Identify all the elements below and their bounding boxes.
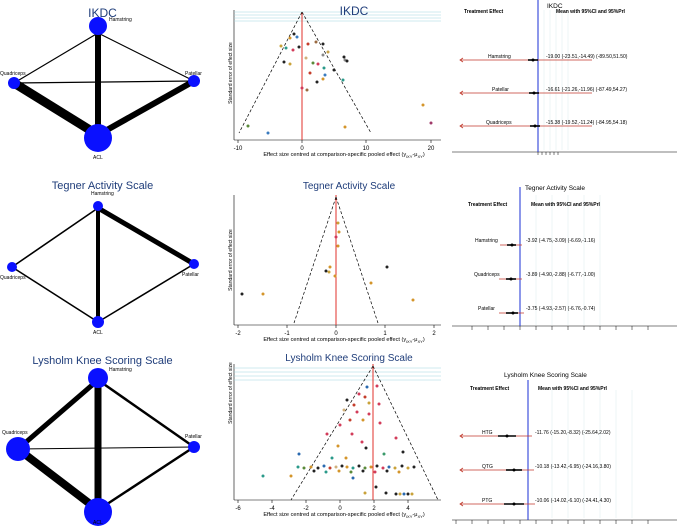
- tegner-forest-header-right: Mean with 95%CI and 95%PrI: [531, 202, 600, 208]
- tegner-forest-panel: Tegner Activity Scale Treatment Effect M…: [452, 175, 677, 350]
- tegner-row-value-1: -3.92 (-4.75,-3.09) (-6.69,-1.16): [526, 238, 596, 244]
- lysholm-funnel-panel: Lysholm Knee Scoring Scale: [226, 350, 452, 527]
- tegner-funnel-panel: Tegner Activity Scale -2 -1 0 1 2 Standa…: [226, 175, 452, 350]
- svg-text:-10: -10: [234, 146, 243, 152]
- lysholm-funnel-title: Lysholm Knee Scoring Scale: [285, 353, 413, 364]
- tegner-row-value-3: -3.75 (-4.93,-2.57) (-6.76,-0.74): [526, 306, 596, 312]
- svg-text:4: 4: [406, 506, 410, 512]
- lysholm-network-panel: Lysholm Knee Scoring Scale Hamstring Qua…: [0, 350, 220, 527]
- label-acl: ACL: [93, 520, 103, 526]
- lysholm-funnel-ylabel: Standard error of effect size: [228, 362, 234, 424]
- svg-text:2: 2: [432, 331, 436, 337]
- ikdc-funnel-xlabel: Effect size centred at comparison-specif…: [263, 152, 425, 160]
- tegner-forest-title: Tegner Activity Scale: [525, 185, 585, 192]
- ikdc-forest-panel: IKDC Treatment Effect Mean with 95%CI an…: [452, 0, 677, 155]
- label-patellar: Patellar: [182, 272, 199, 278]
- tegner-row-label-2: Quadriceps: [474, 272, 500, 278]
- label-hamstring: Hamstring: [91, 191, 114, 197]
- svg-text:10: 10: [363, 146, 370, 152]
- ikdc-forest-header-right: Mean with 95%CI and 95%PrI: [556, 9, 625, 15]
- node-patellar: [188, 75, 200, 87]
- ikdc-forest-title: IKDC: [547, 3, 563, 10]
- lysholm-forest-panel: Lysholm Knee Scoring Scale Treatment Eff…: [452, 350, 677, 527]
- tegner-row-value-2: -3.89 (-4.90,-2.88) (-6.77,-1.00): [526, 272, 596, 278]
- tegner-row-label-3: Patellar: [478, 306, 495, 312]
- node-acl: [84, 124, 112, 152]
- label-patellar: Patellar: [185, 434, 202, 440]
- tegner-funnel-ylabel: Standard error of effect size: [228, 229, 234, 291]
- lysholm-row-value-2: -10.18 (-13.42,-6.95) (-24.16,3.80): [535, 464, 611, 470]
- label-acl: ACL: [93, 330, 103, 336]
- lysholm-row-label-1: HTG: [482, 430, 493, 436]
- tegner-network-title: Tegner Activity Scale: [51, 180, 154, 192]
- ikdc-row-value-2: -16.61 (-21.26,-11.96) (-87.49,54.27): [546, 87, 628, 93]
- svg-text:-2: -2: [303, 506, 309, 512]
- lysholm-forest-header-right: Mean with 95%CI and 95%PrI: [538, 386, 607, 392]
- lysholm-row-label-3: PTG: [482, 498, 493, 504]
- label-hamstring: Hamstring: [109, 367, 132, 373]
- svg-text:20: 20: [428, 146, 435, 152]
- svg-text:-2: -2: [235, 331, 241, 337]
- ikdc-funnel-panel: IKDC -10 0 10 20 Stand: [226, 0, 452, 175]
- label-hamstring: Hamstring: [109, 17, 132, 23]
- svg-text:-6: -6: [235, 506, 241, 512]
- ikdc-row-label-3: Quadriceps: [486, 120, 512, 126]
- svg-text:1: 1: [383, 331, 387, 337]
- lysholm-forest-title: Lysholm Knee Scoring Scale: [504, 372, 587, 379]
- ikdc-row-value-3: -15.38 (-19.52,-11.24) (-84.95,54.18): [546, 120, 628, 126]
- tegner-funnel-title: Tegner Activity Scale: [302, 181, 396, 192]
- lysholm-row-label-2: QTG: [482, 464, 493, 470]
- lysholm-row-value-1: -11.76 (-15.20,-8.32) (-25.64,2.02): [535, 430, 611, 436]
- ikdc-funnel-ylabel: Standard error of effect size: [228, 42, 234, 104]
- tegner-row-label-1: Hamstring: [475, 238, 498, 244]
- svg-text:-4: -4: [269, 506, 275, 512]
- svg-text:0: 0: [338, 506, 342, 512]
- svg-text:2: 2: [372, 506, 376, 512]
- ikdc-network-graph: [8, 17, 200, 152]
- label-quadriceps: Quadriceps: [0, 275, 26, 281]
- svg-text:0: 0: [334, 331, 338, 337]
- tegner-funnel-xlabel: Effect size centred at comparison-specif…: [263, 337, 425, 345]
- ikdc-row-label-2: Patellar: [492, 87, 509, 93]
- ikdc-row-label-1: Hamstring: [488, 54, 511, 60]
- lysholm-funnel-xlabel: Effect size centred at comparison-specif…: [263, 512, 425, 520]
- label-acl: ACL: [93, 155, 103, 161]
- lysholm-row-value-3: -10.06 (-14.02,-6.10) (-24.41,4.30): [535, 498, 611, 504]
- tegner-forest-header-left: Treatment Effect: [468, 202, 508, 208]
- svg-text:-1: -1: [284, 331, 290, 337]
- svg-text:0: 0: [300, 146, 304, 152]
- node-hamstring: [89, 17, 107, 35]
- ikdc-funnel-title: IKDC: [339, 4, 369, 18]
- lysholm-forest-header-left: Treatment Effect: [470, 386, 510, 392]
- label-patellar: Patellar: [185, 71, 202, 77]
- lysholm-network-title: Lysholm Knee Scoring Scale: [32, 355, 173, 367]
- label-quadriceps: Quadriceps: [2, 430, 28, 436]
- ikdc-forest-header-left: Treatment Effect: [464, 9, 504, 15]
- ikdc-network-panel: IKDC Hamstring Quadriceps Patellar ACL: [0, 0, 220, 170]
- label-quadriceps: Quadriceps: [0, 71, 26, 77]
- tegner-network-panel: Tegner Activity Scale Hamstring Quadrice…: [0, 175, 220, 350]
- ikdc-network-title: IKDC: [88, 6, 117, 20]
- ikdc-row-value-1: -19.00 (-23.51,-14.49) (-89.50,51.50): [546, 54, 628, 60]
- node-quadriceps: [8, 77, 20, 89]
